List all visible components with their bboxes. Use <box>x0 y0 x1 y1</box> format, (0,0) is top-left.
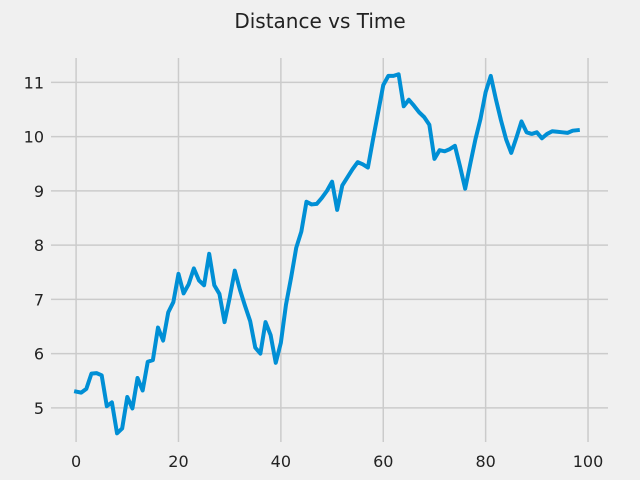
chart-title: Distance vs Time <box>234 9 405 33</box>
y-tick-label: 5 <box>34 399 44 418</box>
y-tick-label: 7 <box>34 290 44 309</box>
x-tick-label: 20 <box>168 452 188 471</box>
x-tick-label: 80 <box>475 452 495 471</box>
x-tick-label: 100 <box>573 452 604 471</box>
tick-labels: 0 20 40 60 80 100 5 6 7 8 9 10 11 <box>24 73 604 471</box>
y-tick-label: 10 <box>24 128 44 147</box>
grid-layer <box>51 58 608 442</box>
y-tick-label: 9 <box>34 182 44 201</box>
series-line <box>73 72 580 436</box>
x-tick-label: 40 <box>271 452 291 471</box>
y-tick-label: 11 <box>24 73 44 92</box>
y-tick-label: 6 <box>34 345 44 364</box>
x-tick-label: 60 <box>373 452 393 471</box>
series-layer <box>73 72 580 436</box>
y-tick-label: 8 <box>34 236 44 255</box>
x-tick-label: 0 <box>71 452 81 471</box>
